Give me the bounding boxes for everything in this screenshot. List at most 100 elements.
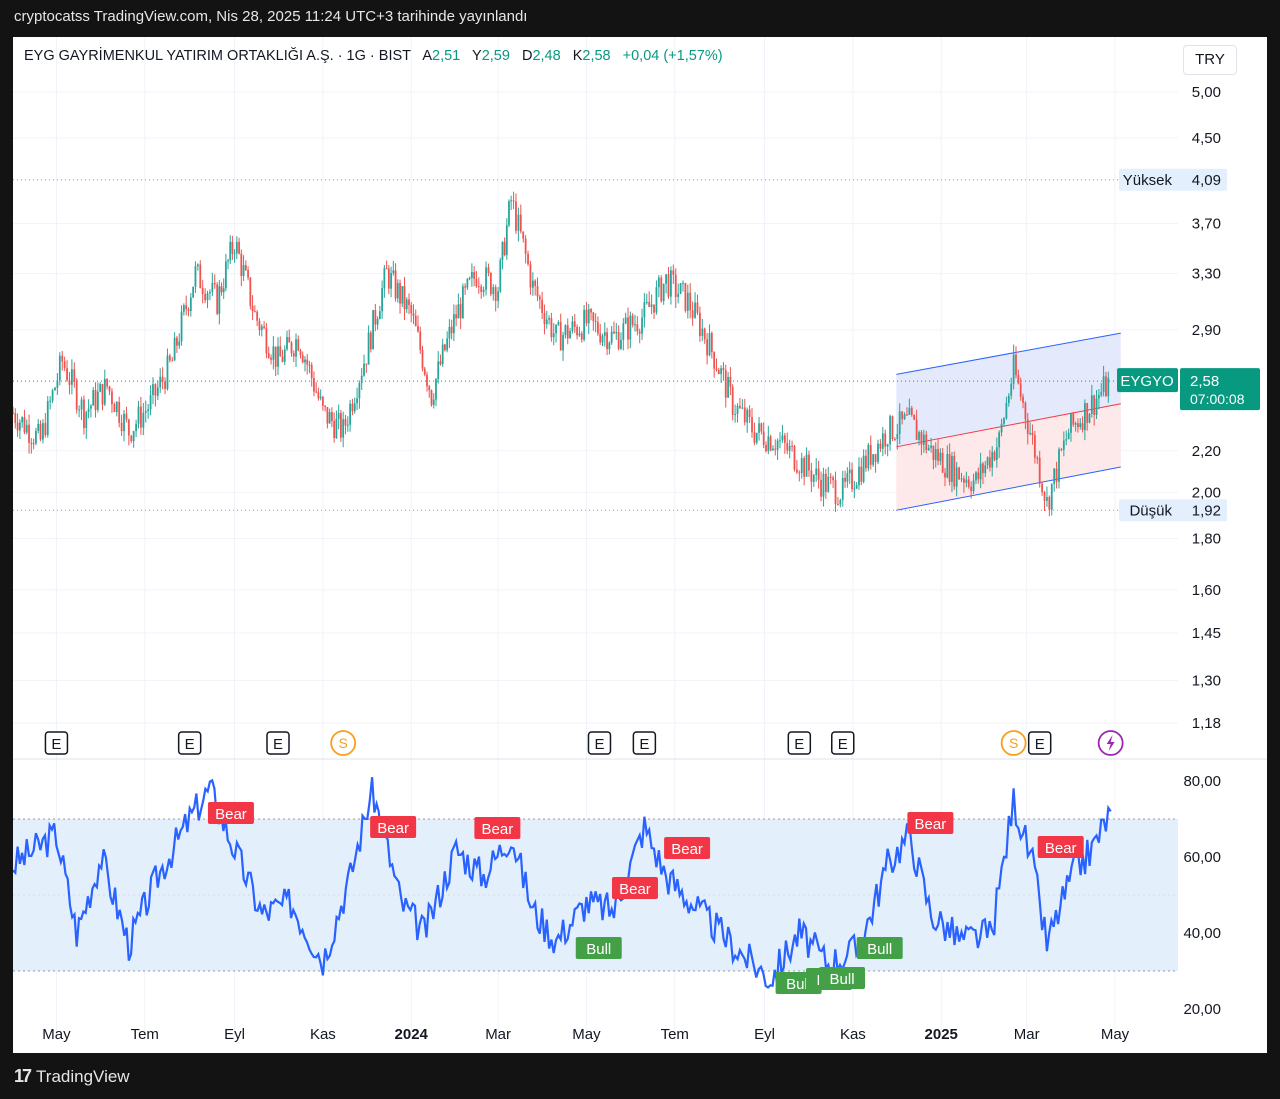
candle-body — [106, 378, 109, 387]
candle-body — [975, 472, 977, 481]
candle-body — [918, 432, 920, 440]
chart-canvas[interactable]: 5,00 4,50 3,70 3,30 2,90 2,20 2,00 1,80 1,60 1,45… — [13, 37, 1267, 1053]
time-axis-label: May — [42, 1026, 71, 1043]
ticker-tag-bg — [1117, 368, 1178, 393]
candle-body — [865, 455, 867, 469]
lightning-glyph — [1106, 735, 1115, 751]
candle-body — [1093, 395, 1096, 415]
candle-body — [152, 384, 154, 396]
candle-body — [1046, 497, 1048, 501]
candle-body — [743, 407, 746, 423]
candle-body — [1077, 423, 1079, 428]
candle-body — [503, 242, 506, 256]
candle-body — [812, 475, 815, 482]
candle-body — [35, 430, 37, 444]
candle-body — [444, 344, 446, 351]
candle-body — [824, 473, 827, 492]
candle-body — [135, 423, 137, 432]
candle-body — [279, 346, 282, 357]
publish-caption: cryptocatss TradingView.com, Nis 28, 202… — [14, 8, 528, 25]
rsi-axis-label: 40,00 — [1183, 925, 1221, 942]
bear-label: Bear — [377, 820, 409, 837]
candle-body — [599, 333, 602, 343]
open-label: A — [422, 48, 432, 64]
candle-body — [288, 337, 291, 343]
candle-body — [111, 391, 113, 405]
candle-body — [1072, 413, 1075, 425]
close-value: 2,58 — [582, 48, 611, 64]
candle-body — [403, 286, 406, 310]
candle-body — [608, 342, 611, 350]
candle-body — [39, 423, 42, 440]
candle-body — [61, 355, 64, 362]
candle-body — [583, 309, 586, 340]
candle-body — [991, 452, 994, 468]
candle-body — [78, 409, 81, 411]
candle-body — [1060, 449, 1063, 451]
candle-body — [213, 283, 216, 285]
candle-body — [99, 384, 102, 392]
candle-body — [706, 339, 709, 356]
candle-body — [187, 309, 190, 311]
candle-body — [963, 478, 965, 483]
bear-label-bg — [664, 837, 711, 859]
candle-body — [270, 357, 272, 360]
time-axis-label: Tem — [131, 1026, 159, 1043]
candle-body — [464, 286, 467, 288]
time-axis-label: 2024 — [395, 1026, 429, 1043]
candle-body — [776, 440, 779, 450]
candle-body — [827, 476, 830, 492]
price-axis-label: 1,60 — [1192, 582, 1221, 599]
candle-body — [798, 472, 801, 474]
candle-body — [14, 413, 17, 423]
currency-button[interactable]: TRY — [1183, 45, 1237, 75]
candle-body — [315, 391, 318, 393]
candle-body — [13, 412, 14, 414]
candle-body — [376, 319, 379, 325]
candle-body — [793, 446, 796, 470]
candle-body — [524, 238, 527, 254]
candle-body — [326, 406, 329, 424]
candle-body — [351, 403, 354, 412]
change-value: +0,04 (+1,57%) — [622, 48, 723, 64]
chart-panel[interactable]: 5,00 4,50 3,70 3,30 2,90 2,20 2,00 1,80 1,60 1,45… — [13, 37, 1267, 1053]
candle-body — [235, 241, 238, 254]
low-value: 2,48 — [532, 48, 561, 64]
candle-body — [746, 409, 749, 423]
candle-body — [324, 405, 327, 407]
candle-body — [363, 363, 365, 376]
candle-body — [648, 301, 651, 307]
earnings-event-icon — [787, 731, 812, 755]
candle-body — [1102, 376, 1105, 393]
bear-label-bg — [474, 817, 521, 839]
candle-body — [387, 268, 390, 289]
candle-body — [741, 407, 744, 409]
candle-body — [920, 432, 923, 445]
candle-body — [286, 337, 288, 350]
candle-body — [1065, 439, 1068, 441]
candle-body — [477, 286, 480, 288]
candle-body — [204, 294, 207, 301]
candle-body — [573, 321, 576, 327]
candle-body — [1062, 440, 1065, 450]
candle-body — [603, 332, 606, 336]
candle-body — [927, 447, 930, 451]
candle-body — [1081, 423, 1084, 430]
candle-body — [459, 304, 462, 319]
candle-body — [1105, 376, 1107, 397]
tradingview-logo-icon: 17 — [14, 1066, 32, 1086]
footer-logo[interactable]: 17 TradingView — [14, 1066, 130, 1087]
candle-body — [168, 355, 171, 361]
bull-label: Bull — [786, 976, 811, 993]
candle-body — [636, 324, 639, 332]
candle-body — [166, 355, 169, 389]
candle-body — [896, 433, 899, 440]
candle-body — [297, 339, 300, 351]
candle-body — [713, 351, 716, 369]
candle-body — [590, 309, 592, 313]
earnings-event-icon — [177, 731, 202, 755]
price-axis-label: 1,30 — [1192, 673, 1221, 690]
bear-label: Bear — [671, 841, 703, 858]
candle-body — [209, 291, 211, 294]
candle-body — [851, 469, 853, 490]
